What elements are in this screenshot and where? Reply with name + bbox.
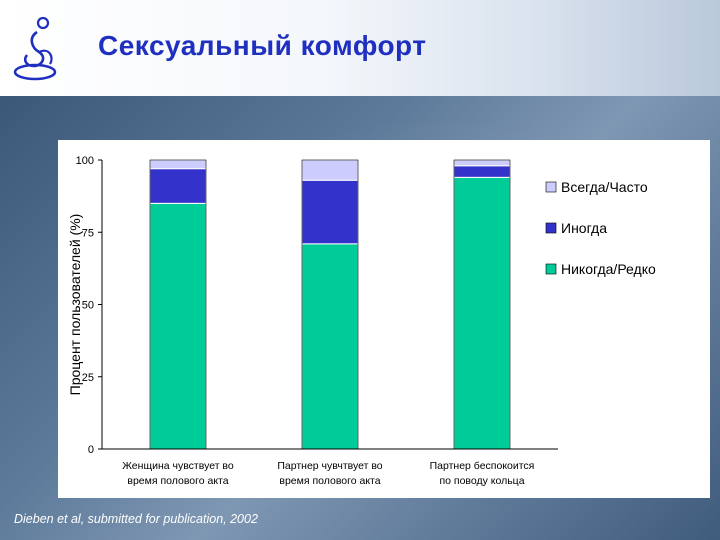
legend-swatch-3: [545, 263, 557, 275]
brand-logo-icon: [13, 16, 57, 81]
bar-1-series-3: [149, 159, 207, 170]
x-tick-label-2-line-2: время полового акта: [279, 475, 380, 487]
legend-label-1: Всегда/Часто: [561, 179, 648, 195]
x-tick-label-3-line-1: Партнер беспокоится: [430, 460, 535, 472]
legend-label-2: Иногда: [561, 220, 607, 236]
bar-3-series-1: [453, 176, 511, 450]
y-tick-label-50: 50: [82, 300, 94, 312]
y-tick-label-75: 75: [82, 227, 94, 239]
x-tick-label-2-line-1: Партнер чувчтвует во: [277, 460, 382, 472]
x-tick-label-3-line-2: по поводу кольца: [439, 475, 524, 487]
citation-text: Dieben et al, submitted for publication,…: [14, 512, 258, 526]
header-bar: Сексуальный комфорт: [0, 0, 720, 96]
y-tick-label-0: 0: [88, 444, 94, 456]
legend-swatch-2: [545, 222, 557, 234]
stacked-bar-chart: Процент пользователей (%) Женщина чувству…: [67, 155, 656, 487]
bar-1-series-1: [149, 202, 207, 450]
y-tick-label-100: 100: [76, 155, 94, 167]
legend-label-3: Никогда/Редко: [561, 261, 656, 277]
page-title: Сексуальный комфорт: [98, 30, 427, 61]
bar-3-series-3: [453, 159, 511, 167]
chart-panel: Процент пользователей (%) Женщина чувству…: [58, 140, 710, 498]
x-tick-label-1-line-1: Женщина чувствует во: [122, 460, 234, 472]
y-tick-label-25: 25: [82, 372, 94, 384]
y-axis-label: Процент пользователей (%): [67, 214, 83, 396]
bar-2-series-3: [301, 159, 359, 181]
x-tick-label-1-line-2: время полового акта: [127, 475, 228, 487]
bar-3-series-2: [453, 165, 511, 178]
legend-swatch-1: [545, 181, 557, 193]
bar-2-series-1: [301, 243, 359, 450]
bar-1-series-2: [149, 168, 207, 204]
bar-2-series-2: [301, 179, 359, 245]
